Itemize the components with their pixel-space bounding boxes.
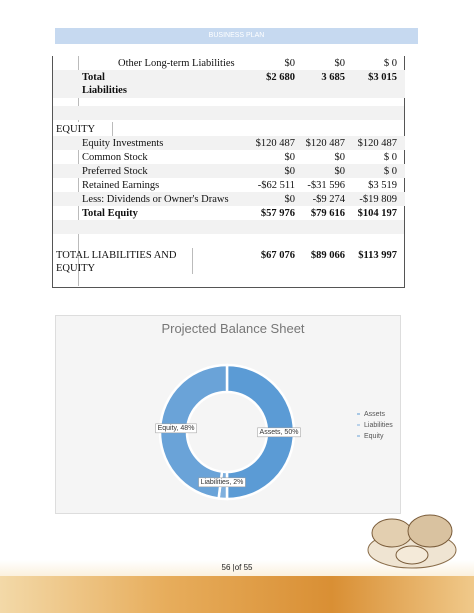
table-border: [52, 56, 53, 288]
table-row: Preferred Stock $0 $0 $ 0: [53, 164, 405, 178]
page-number: 56 |of 55: [221, 563, 253, 572]
cell-value: $0: [334, 58, 346, 69]
table-border: [52, 287, 405, 288]
cell-value: $120 487: [357, 138, 397, 149]
table-row: Total Liabilities $2 680 3 685 $3 015: [53, 70, 405, 98]
cell-value: $3 015: [368, 72, 397, 83]
cell-value: $2 680: [266, 72, 295, 83]
cell-value: -$31 596: [307, 180, 345, 191]
cell-value: $120 487: [255, 138, 295, 149]
cell-value: $67 076: [260, 250, 295, 261]
cell-value: $0: [284, 58, 296, 69]
footer-band: [0, 575, 474, 613]
data-label: Assets, 50%: [260, 429, 299, 436]
donut-segment: [225, 363, 296, 501]
row-label: Total Liabilities: [82, 72, 127, 96]
table: Other Long-term Liabilities $0 $0 $ 0 Total …: [0, 0, 474, 300]
donut-segment: [158, 363, 229, 500]
data-label-box: [198, 477, 246, 488]
cell-value: $104 197: [357, 208, 397, 219]
legend-entry: Assets: [364, 411, 386, 418]
table-row: Total Equity $57 976 $79 616 $104 197: [53, 206, 405, 220]
column-line: [192, 248, 193, 274]
cell-value: 3 685: [321, 72, 345, 83]
cell-value: $0: [284, 194, 296, 205]
cell-value: -$19 809: [359, 194, 397, 205]
cell-value: $0: [334, 166, 346, 177]
cell-value: -$9 274: [312, 194, 345, 205]
cell-value: $ 0: [383, 166, 397, 177]
row-label: Equity Investments: [82, 138, 164, 149]
cell-value: $ 0: [383, 58, 397, 69]
cell-value: $3 519: [368, 180, 397, 191]
empty-row: [53, 220, 404, 234]
cell-value: $120 487: [305, 138, 345, 149]
column-line: [112, 122, 113, 136]
data-label-box: [155, 423, 197, 434]
row-label: Preferred Stock: [82, 166, 148, 177]
table-row: Common Stock $0 $0 $ 0: [53, 150, 405, 164]
row-label: TOTAL LIABILITIES AND EQUITY: [56, 250, 177, 274]
row-label: Total Equity: [82, 208, 138, 219]
data-label-box: [257, 427, 301, 438]
cell-value: $0: [284, 166, 296, 177]
table-row: EQUITY: [53, 122, 405, 136]
data-label: Liabilities, 2%: [201, 479, 244, 486]
legend-entry: Equity: [364, 433, 384, 440]
cell-value: $79 616: [310, 208, 345, 219]
row-label: EQUITY: [56, 124, 96, 135]
column-line: [78, 136, 79, 286]
cell-value: -$62 511: [257, 180, 295, 191]
table-row: Other Long-term Liabilities $0 $0 $ 0: [53, 56, 405, 70]
row-label: Other Long-term Liabilities: [118, 58, 235, 69]
table-row: Retained Earnings -$62 511 -$31 596 $3 519: [53, 178, 405, 192]
header-bar: BUSINESS PLAN: [55, 28, 418, 44]
row-label: Retained Earnings: [82, 180, 160, 191]
cell-value: $57 976: [260, 208, 295, 219]
footer-fade: [0, 560, 474, 576]
cell-value: $0: [334, 152, 346, 163]
header-title: BUSINESS PLAN: [208, 32, 265, 39]
table-row: Equity Investments $120 487 $120 487 $120 4…: [53, 136, 405, 150]
table-row: Less: Dividends or Owner's Draws $0 -$9 27…: [53, 192, 405, 206]
empty-row: [53, 106, 404, 120]
food-illustration: [367, 514, 457, 569]
cell-value: $113 997: [358, 250, 397, 261]
cell-value: $ 0: [383, 152, 397, 163]
table-row: TOTAL LIABILITIES AND EQUITY $67 076 $89 0…: [53, 248, 405, 276]
row-label: Less: Dividends or Owner's Draws: [82, 194, 229, 205]
cell-value: $0: [284, 152, 296, 163]
chart-title: Projected Balance Sheet: [161, 321, 304, 336]
cell-value: $89 066: [310, 250, 345, 261]
legend-entry: Liabilities: [364, 422, 393, 429]
data-label: Equity, 48%: [158, 425, 195, 432]
row-label: Common Stock: [82, 152, 148, 163]
